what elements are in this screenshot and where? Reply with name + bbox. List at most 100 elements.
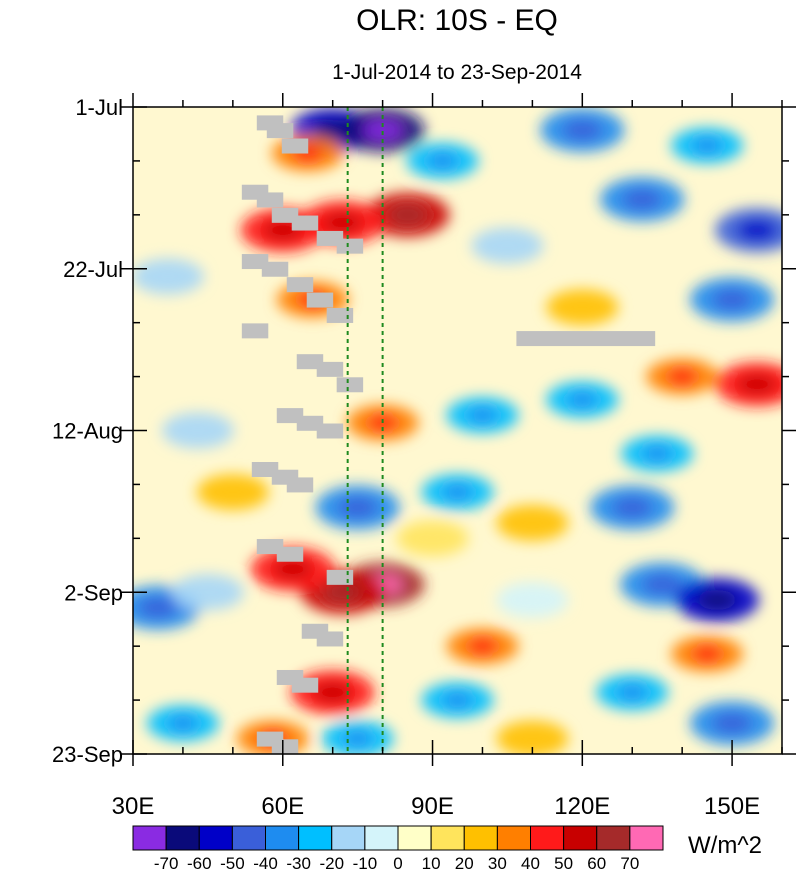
anomaly-feature [396, 520, 469, 557]
missing-data-patch [271, 207, 299, 223]
chart-subtitle: 1-Jul-2014 to 23-Sep-2014 [332, 61, 582, 84]
missing-data-patch [276, 546, 304, 562]
colorbar-label: 20 [455, 854, 474, 869]
y-tick-label: 22-Jul [63, 257, 123, 282]
anomaly-feature [496, 720, 569, 754]
reference-lines [346, 107, 384, 754]
anomaly-core [322, 582, 363, 603]
anomaly-core [612, 497, 653, 518]
missing-data-patch [261, 261, 289, 277]
anomaly-feature [496, 504, 569, 541]
y-tick-label: 2-Sep [64, 580, 123, 605]
anomaly-core [622, 189, 663, 210]
colorbar-label: -10 [353, 854, 378, 869]
anomaly-feature [496, 581, 569, 618]
colorbar-label: -50 [220, 854, 245, 869]
missing-data-patch [266, 123, 294, 139]
missing-data-patch [316, 423, 344, 439]
colorbar-swatch [198, 825, 233, 851]
anomaly-core [467, 407, 498, 424]
x-axis: 30E 60E 90E 120E 150E [112, 93, 783, 820]
colorbar-swatch [530, 825, 565, 851]
missing-data-patch [336, 238, 364, 254]
anomaly-core [337, 497, 378, 518]
missing-data-patch [326, 307, 354, 323]
colorbar-label: 30 [488, 854, 507, 869]
y-axis: 1-Jul 22-Jul 12-Aug 2-Sep 23-Sep [52, 95, 796, 767]
colorbar-label: -60 [187, 854, 212, 869]
colorbar-swatch [430, 825, 465, 851]
anomaly-core [427, 152, 458, 169]
colorbar-label: 0 [393, 854, 402, 869]
missing-data-patch [326, 569, 354, 585]
missing-data-patch [291, 215, 319, 231]
colorbar-swatch [629, 825, 664, 851]
anomaly-feature [546, 289, 619, 326]
anomaly-core [362, 120, 403, 141]
chart-title: OLR: 10S - EQ [356, 4, 558, 37]
x-tick-label: 60E [261, 793, 304, 820]
colorbar-label: 10 [422, 854, 441, 869]
missing-data-patch [306, 292, 334, 308]
missing-data-patch [256, 539, 284, 555]
missing-data-patch [316, 361, 344, 377]
x-tick-label: 30E [112, 793, 155, 820]
colorbar-units: W/m^2 [688, 832, 762, 859]
y-tick-label: 1-Jul [75, 95, 123, 120]
colorbar-swatch [132, 825, 167, 851]
anomaly-core [642, 445, 673, 462]
colorbar: -70 -60 -50 -40 -30 -20 -10 0 10 20 30 40 50 60 70 [132, 825, 664, 869]
missing-data-patch [296, 354, 324, 370]
colorbar-label: 70 [620, 854, 639, 869]
anomaly-feature [171, 574, 244, 611]
missing-data-patch [281, 138, 309, 154]
anomaly-core [322, 212, 363, 233]
anomaly-core [312, 682, 353, 703]
colorbar-label: -20 [319, 854, 344, 869]
colorbar-swatch [563, 825, 598, 851]
anomaly-core [442, 692, 473, 709]
anomaly-core [697, 589, 738, 610]
anomaly-core [642, 574, 683, 595]
colorbar-swatch [331, 825, 366, 851]
missing-data-patch [241, 323, 269, 339]
colorbar-swatch [165, 825, 200, 851]
y-tick-label: 12-Aug [52, 419, 123, 444]
missing-data-patch [286, 477, 314, 493]
anomaly-core [562, 120, 603, 141]
anomaly-feature [471, 227, 544, 264]
anomaly-core [737, 374, 778, 395]
anomaly-core [272, 559, 313, 580]
anomaly-core [567, 391, 598, 408]
colorbar-swatch [265, 825, 300, 851]
anomaly-feature [161, 412, 234, 449]
anomaly-field [133, 108, 782, 754]
y-tick-label: 23-Sep [52, 742, 123, 767]
anomaly-core [387, 204, 428, 225]
plot-area [133, 107, 782, 754]
anomaly-core [692, 645, 723, 662]
missing-data-patch [336, 377, 364, 393]
x-tick-label: 90E [411, 793, 454, 820]
missing-data-patch [251, 462, 279, 478]
missing-data-patch [241, 254, 269, 270]
colorbar-swatch [596, 825, 631, 851]
colorbar-swatch [463, 825, 498, 851]
colorbar-label: 40 [521, 854, 540, 869]
anomaly-core [692, 137, 723, 154]
missing-data-patch [316, 230, 344, 246]
missing-data-patch [256, 192, 284, 208]
missing-data-patch [316, 631, 344, 647]
colorbar-swatch [364, 825, 399, 851]
colorbar-swatch [231, 825, 266, 851]
anomaly-feature [133, 258, 204, 295]
anomaly-core [442, 484, 473, 501]
colorbar-label: -70 [154, 854, 179, 869]
anomaly-feature [196, 474, 269, 511]
missing-data-patch [286, 277, 314, 293]
anomaly-core [467, 638, 498, 655]
x-tick-label: 150E [704, 793, 760, 820]
anomaly-core [737, 220, 778, 241]
colorbar-swatch [496, 825, 531, 851]
